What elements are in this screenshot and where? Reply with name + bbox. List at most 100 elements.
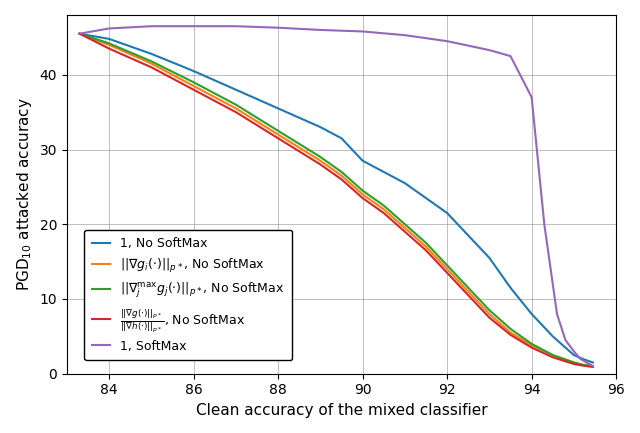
$||\nabla g_i(\cdot)||_{p*}$, No SoftMax xyxy=(579,362,586,367)
1, No SoftMax xyxy=(380,169,388,174)
1, No SoftMax xyxy=(528,311,536,317)
$||\nabla g_i(\cdot)||_{p*}$, No SoftMax xyxy=(507,330,515,335)
1, SoftMax xyxy=(561,337,569,343)
1, No SoftMax xyxy=(579,356,586,362)
1, SoftMax xyxy=(106,26,113,31)
1, No SoftMax xyxy=(570,352,578,358)
1, No SoftMax xyxy=(275,106,282,111)
$\frac{||\nabla g(\cdot)||_{p*}}{||\nabla h(\cdot)||_{p*}}$, No SoftMax xyxy=(570,362,578,367)
$||\nabla g_i(\cdot)||_{p*}$, No SoftMax xyxy=(76,31,83,36)
$||\nabla^{\mathrm{max}}_{j} g_j(\cdot)||_{p*}$, No SoftMax xyxy=(465,285,472,291)
1, No SoftMax xyxy=(549,334,557,339)
$\frac{||\nabla g(\cdot)||_{p*}}{||\nabla h(\cdot)||_{p*}}$, No SoftMax xyxy=(444,270,451,275)
1, No SoftMax xyxy=(106,36,113,42)
$||\nabla^{\mathrm{max}}_{j} g_j(\cdot)||_{p*}$, No SoftMax xyxy=(486,307,493,313)
1, No SoftMax xyxy=(317,125,324,130)
1, SoftMax xyxy=(148,24,156,29)
1, SoftMax xyxy=(275,25,282,30)
1, SoftMax xyxy=(553,311,561,317)
$\frac{||\nabla g(\cdot)||_{p*}}{||\nabla h(\cdot)||_{p*}}$, No SoftMax xyxy=(317,162,324,167)
1, No SoftMax xyxy=(190,68,198,74)
1, SoftMax xyxy=(76,31,83,36)
$||\nabla g_i(\cdot)||_{p*}$, No SoftMax xyxy=(528,343,536,348)
$\frac{||\nabla g(\cdot)||_{p*}}{||\nabla h(\cdot)||_{p*}}$, No SoftMax xyxy=(589,365,596,370)
$||\nabla g_i(\cdot)||_{p*}$, No SoftMax xyxy=(486,311,493,317)
1, SoftMax xyxy=(589,364,596,369)
1, No SoftMax xyxy=(486,255,493,261)
1, SoftMax xyxy=(190,24,198,29)
1, No SoftMax xyxy=(465,233,472,238)
$||\nabla g_i(\cdot)||_{p*}$, No SoftMax xyxy=(589,364,596,369)
$\frac{||\nabla g(\cdot)||_{p*}}{||\nabla h(\cdot)||_{p*}}$, No SoftMax xyxy=(465,293,472,298)
$||\nabla^{\mathrm{max}}_{j} g_j(\cdot)||_{p*}$, No SoftMax xyxy=(589,364,596,369)
Legend: 1, No SoftMax, $||\nabla g_i(\cdot)||_{p*}$, No SoftMax, $||\nabla^{\mathrm{max}: 1, No SoftMax, $||\nabla g_i(\cdot)||_{p… xyxy=(84,230,292,360)
$\frac{||\nabla g(\cdot)||_{p*}}{||\nabla h(\cdot)||_{p*}}$, No SoftMax xyxy=(76,31,83,36)
1, SoftMax xyxy=(587,362,595,367)
Line: $||\nabla^{\mathrm{max}}_{j} g_j(\cdot)||_{p*}$, No SoftMax: $||\nabla^{\mathrm{max}}_{j} g_j(\cdot)|… xyxy=(79,34,593,366)
$\frac{||\nabla g(\cdot)||_{p*}}{||\nabla h(\cdot)||_{p*}}$, No SoftMax xyxy=(507,332,515,337)
$\frac{||\nabla g(\cdot)||_{p*}}{||\nabla h(\cdot)||_{p*}}$, No SoftMax xyxy=(401,229,409,234)
$||\nabla^{\mathrm{max}}_{j} g_j(\cdot)||_{p*}$, No SoftMax xyxy=(232,102,240,107)
$\frac{||\nabla g(\cdot)||_{p*}}{||\nabla h(\cdot)||_{p*}}$, No SoftMax xyxy=(549,355,557,360)
$||\nabla g_i(\cdot)||_{p*}$, No SoftMax xyxy=(338,173,346,178)
$\frac{||\nabla g(\cdot)||_{p*}}{||\nabla h(\cdot)||_{p*}}$, No SoftMax xyxy=(422,248,430,253)
1, SoftMax xyxy=(317,27,324,32)
$||\nabla^{\mathrm{max}}_{j} g_j(\cdot)||_{p*}$, No SoftMax xyxy=(422,240,430,246)
$||\nabla g_i(\cdot)||_{p*}$, No SoftMax xyxy=(444,266,451,271)
$\frac{||\nabla g(\cdot)||_{p*}}{||\nabla h(\cdot)||_{p*}}$, No SoftMax xyxy=(190,87,198,92)
$||\nabla g_i(\cdot)||_{p*}$, No SoftMax xyxy=(570,360,578,365)
$||\nabla^{\mathrm{max}}_{j} g_j(\cdot)||_{p*}$, No SoftMax xyxy=(148,59,156,64)
1, No SoftMax xyxy=(76,31,83,36)
$||\nabla g_i(\cdot)||_{p*}$, No SoftMax xyxy=(465,289,472,294)
$||\nabla g_i(\cdot)||_{p*}$, No SoftMax xyxy=(232,106,240,111)
$||\nabla g_i(\cdot)||_{p*}$, No SoftMax xyxy=(401,226,409,231)
Line: 1, SoftMax: 1, SoftMax xyxy=(79,26,593,366)
$||\nabla^{\mathrm{max}}_{j} g_j(\cdot)||_{p*}$, No SoftMax xyxy=(317,155,324,160)
1, SoftMax xyxy=(359,29,367,34)
$\frac{||\nabla g(\cdot)||_{p*}}{||\nabla h(\cdot)||_{p*}}$, No SoftMax xyxy=(148,65,156,70)
Line: $||\nabla g_i(\cdot)||_{p*}$, No SoftMax: $||\nabla g_i(\cdot)||_{p*}$, No SoftMax xyxy=(79,34,593,366)
1, SoftMax xyxy=(528,94,536,100)
$\frac{||\nabla g(\cdot)||_{p*}}{||\nabla h(\cdot)||_{p*}}$, No SoftMax xyxy=(275,136,282,141)
$||\nabla^{\mathrm{max}}_{j} g_j(\cdot)||_{p*}$, No SoftMax xyxy=(507,326,515,332)
1, No SoftMax xyxy=(338,136,346,141)
1, No SoftMax xyxy=(401,181,409,186)
$||\nabla^{\mathrm{max}}_{j} g_j(\cdot)||_{p*}$, No SoftMax xyxy=(338,169,346,174)
$||\nabla^{\mathrm{max}}_{j} g_j(\cdot)||_{p*}$, No SoftMax xyxy=(275,128,282,133)
$||\nabla g_i(\cdot)||_{p*}$, No SoftMax xyxy=(148,61,156,66)
1, SoftMax xyxy=(540,222,548,227)
1, SoftMax xyxy=(507,54,515,59)
1, SoftMax xyxy=(444,39,451,44)
$||\nabla g_i(\cdot)||_{p*}$, No SoftMax xyxy=(106,42,113,48)
$||\nabla^{\mathrm{max}}_{j} g_j(\cdot)||_{p*}$, No SoftMax xyxy=(190,80,198,85)
$||\nabla^{\mathrm{max}}_{j} g_j(\cdot)||_{p*}$, No SoftMax xyxy=(528,341,536,346)
$||\nabla^{\mathrm{max}}_{j} g_j(\cdot)||_{p*}$, No SoftMax xyxy=(106,41,113,46)
1, No SoftMax xyxy=(232,87,240,92)
$\frac{||\nabla g(\cdot)||_{p*}}{||\nabla h(\cdot)||_{p*}}$, No SoftMax xyxy=(380,210,388,216)
$\frac{||\nabla g(\cdot)||_{p*}}{||\nabla h(\cdot)||_{p*}}$, No SoftMax xyxy=(106,46,113,51)
$\frac{||\nabla g(\cdot)||_{p*}}{||\nabla h(\cdot)||_{p*}}$, No SoftMax xyxy=(528,345,536,350)
$||\nabla g_i(\cdot)||_{p*}$, No SoftMax xyxy=(317,158,324,163)
$\frac{||\nabla g(\cdot)||_{p*}}{||\nabla h(\cdot)||_{p*}}$, No SoftMax xyxy=(579,363,586,368)
$||\nabla g_i(\cdot)||_{p*}$, No SoftMax xyxy=(359,192,367,197)
$||\nabla^{\mathrm{max}}_{j} g_j(\cdot)||_{p*}$, No SoftMax xyxy=(549,352,557,358)
1, SoftMax xyxy=(582,360,590,365)
$||\nabla g_i(\cdot)||_{p*}$, No SoftMax xyxy=(380,207,388,212)
1, No SoftMax xyxy=(422,196,430,201)
1, No SoftMax xyxy=(148,51,156,56)
Line: 1, No SoftMax: 1, No SoftMax xyxy=(79,34,593,362)
1, No SoftMax xyxy=(589,360,596,365)
$||\nabla g_i(\cdot)||_{p*}$, No SoftMax xyxy=(275,132,282,137)
1, SoftMax xyxy=(570,349,578,354)
$||\nabla g_i(\cdot)||_{p*}$, No SoftMax xyxy=(190,84,198,89)
Y-axis label: PGD$_{10}$ attacked accuracy: PGD$_{10}$ attacked accuracy xyxy=(15,97,34,291)
1, SoftMax xyxy=(577,356,584,362)
$||\nabla^{\mathrm{max}}_{j} g_j(\cdot)||_{p*}$, No SoftMax xyxy=(359,188,367,193)
1, SoftMax xyxy=(232,24,240,29)
$||\nabla^{\mathrm{max}}_{j} g_j(\cdot)||_{p*}$, No SoftMax xyxy=(579,362,586,367)
1, No SoftMax xyxy=(507,285,515,291)
1, SoftMax xyxy=(401,32,409,38)
1, No SoftMax xyxy=(444,210,451,216)
1, SoftMax xyxy=(486,48,493,53)
1, No SoftMax xyxy=(359,158,367,163)
